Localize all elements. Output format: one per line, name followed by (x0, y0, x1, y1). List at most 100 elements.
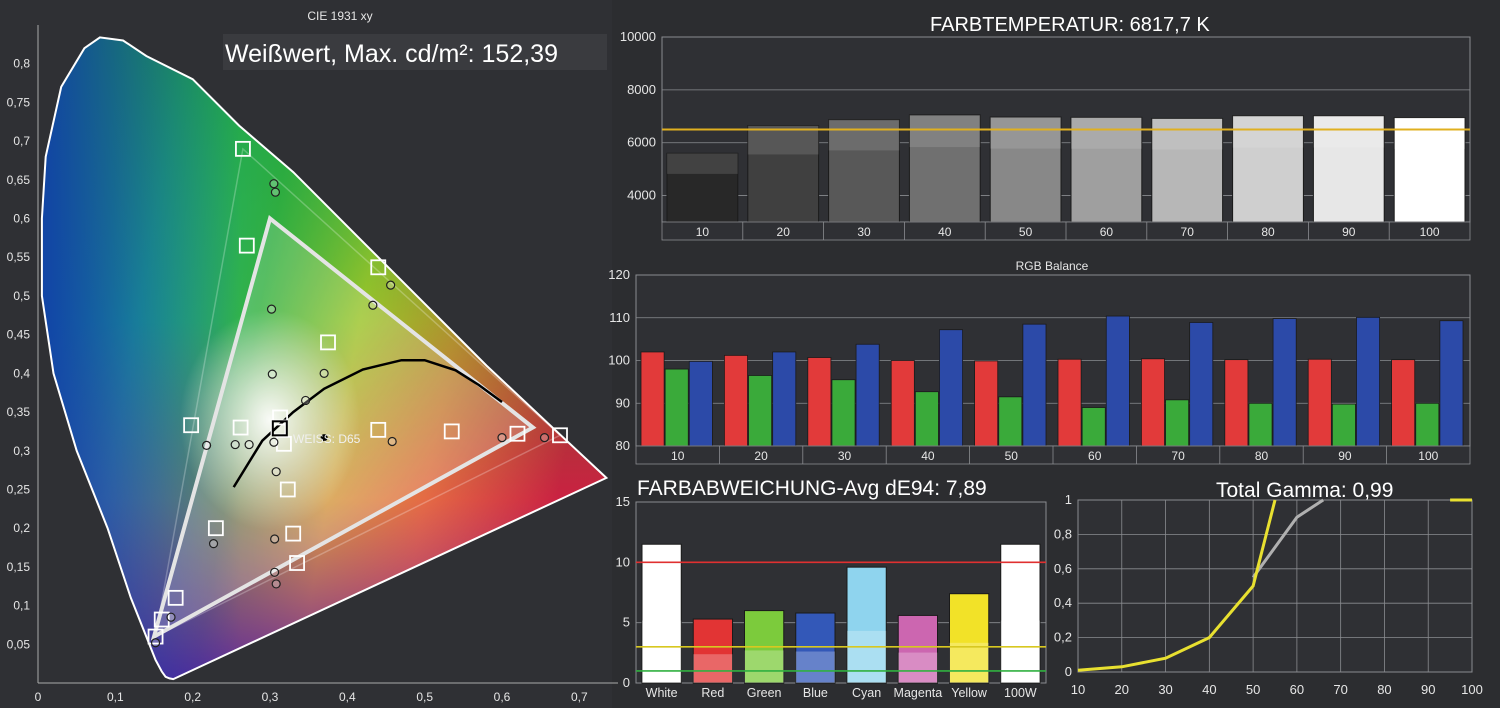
gamma-x-tick: 70 (1333, 682, 1347, 697)
de-bar-highlight (693, 654, 733, 683)
blackbody-curve (232, 358, 503, 488)
gamma-y-tick: 0,6 (1054, 561, 1072, 576)
rgb-x-tick: 70 (1171, 449, 1185, 463)
cie-x-axis: 0 0,1 0,2 0,3 0,4 0,5 0,6 0,7 (35, 682, 618, 704)
rgb-bar-b (1439, 320, 1464, 447)
measured-point (539, 433, 550, 443)
rgb-bar-b (939, 329, 964, 447)
ct-x-tick: 90 (1342, 225, 1356, 239)
rgb-x-tick: 40 (921, 449, 935, 463)
measured-point (368, 300, 378, 310)
ct-x-tick: 20 (777, 225, 791, 239)
gamma-y-tick: 0,4 (1054, 595, 1072, 610)
cie-y-tick: 0,15 (7, 560, 31, 574)
ct-x-tick: 100 (1420, 225, 1440, 239)
target-square (153, 611, 170, 628)
cie-y-tick: 0,5 (13, 289, 30, 303)
target-square (370, 421, 387, 438)
reference-gamut (150, 215, 537, 641)
de-title: FARBABWEICHUNG-Avg dE94: 7,89 (637, 477, 987, 500)
de-x-tick: 100W (1004, 686, 1037, 700)
de-bar (641, 543, 682, 684)
cie-y-tick: 0,35 (7, 405, 31, 419)
target-square (167, 589, 184, 606)
target-square (279, 481, 296, 498)
gamma-x-tick: 90 (1421, 682, 1435, 697)
ct-bar (989, 116, 1062, 223)
ct-bar (1232, 115, 1304, 223)
ct-bar (1151, 117, 1224, 223)
locus-white (180, 309, 360, 530)
de-bar (949, 593, 990, 684)
rgb-y-tick: 100 (608, 353, 630, 368)
gamma-x-tick: 100 (1461, 682, 1483, 697)
rgb-y-tick: 120 (608, 267, 630, 282)
ct-bar-highlight (1394, 117, 1465, 149)
rgb-bar-g (1415, 402, 1440, 447)
gamma-measured-line (1077, 499, 1277, 672)
rgb-bar-r (724, 354, 748, 447)
de-y-tick: 15 (616, 494, 630, 509)
rgb-bar-b (855, 343, 880, 447)
ct-bar-highlight (1232, 115, 1304, 148)
ct-x-tick: 60 (1100, 225, 1114, 239)
rgb-bar-g (1165, 399, 1190, 447)
locus-outline (40, 36, 609, 681)
cie-title: CIE 1931 xy (307, 9, 372, 23)
cie-x-tick: 0,5 (416, 690, 433, 704)
rgb-x-tick: 80 (1255, 449, 1269, 463)
color-temperature-chart: FARBTEMPERATUR: 6817,7 K 4000 6000 8000 100… (612, 0, 1500, 248)
measured-point (269, 437, 279, 447)
white-target-square (271, 420, 288, 437)
cie-y-tick: 0,55 (7, 250, 31, 264)
ct-bar-highlight (1313, 115, 1385, 148)
rgb-bar-b (1272, 318, 1297, 447)
measured-point (319, 368, 329, 378)
cie-y-tick: 0,05 (7, 637, 31, 651)
cie-y-tick: 0,25 (7, 482, 31, 496)
de-x-tick: Yellow (951, 686, 988, 700)
measured-point (386, 280, 396, 290)
ct-bar (1312, 115, 1385, 223)
cie-y-tick: 0,2 (13, 521, 30, 535)
measured-point (267, 369, 277, 379)
cie-y-tick: 0,4 (13, 366, 30, 380)
blackbody-line (232, 358, 503, 488)
rgb-bar-g (1081, 407, 1106, 447)
rgb-title: RGB Balance (1016, 259, 1089, 273)
de-bar (692, 618, 733, 684)
rgb-bar-r (890, 360, 915, 447)
measured-point (270, 187, 281, 197)
de-bar-highlight (642, 620, 682, 683)
gamma-x-tick: 30 (1158, 682, 1172, 697)
measured-point (166, 612, 176, 622)
target-square (238, 237, 255, 254)
measured-point (271, 579, 281, 589)
ct-bar-highlight (990, 117, 1061, 149)
measured-point (271, 467, 281, 477)
rgb-bar-b (1189, 322, 1214, 447)
target-square (183, 417, 200, 434)
measured-point (269, 179, 279, 189)
gamut-triangles (150, 147, 562, 641)
target-square (235, 140, 251, 157)
ct-bar (908, 114, 981, 223)
rgb-bar-r (1141, 358, 1165, 447)
rgb-bar-g (831, 379, 856, 447)
rgb-y-tick: 80 (616, 438, 630, 453)
ct-x-tick: 30 (857, 225, 871, 239)
gamma-plot-area (1077, 499, 1473, 673)
rgb-bar-r (807, 357, 832, 447)
rgb-bar-r (1307, 358, 1332, 447)
target-square (147, 628, 164, 645)
ct-y-tick: 6000 (627, 135, 656, 150)
ct-x-tick: 70 (1181, 225, 1195, 239)
de-bar-highlight (898, 652, 938, 683)
measured-point (497, 433, 507, 443)
cie-y-tick: 0,45 (7, 328, 31, 342)
rgb-bar-g (1331, 403, 1356, 447)
target-square (285, 525, 302, 542)
de-bar-highlight (1000, 620, 1040, 683)
cie-y-tick: 0,6 (13, 212, 30, 226)
